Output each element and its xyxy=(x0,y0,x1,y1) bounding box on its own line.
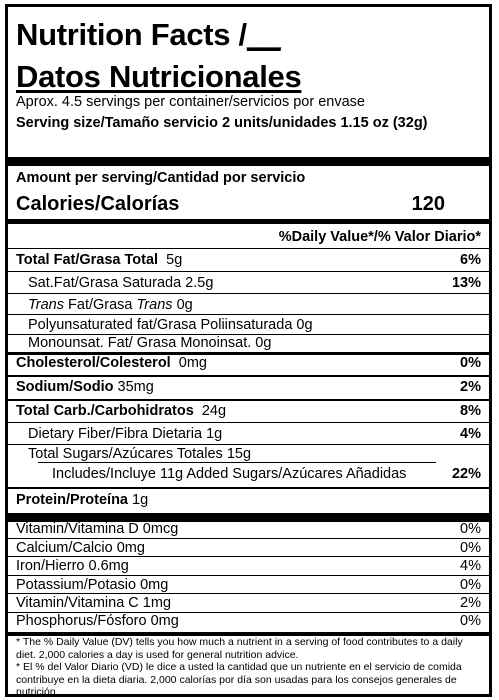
divider xyxy=(8,487,489,489)
divider xyxy=(8,444,489,445)
iron-row: Iron/Hierro 0.6mg 4% xyxy=(16,558,481,574)
vitamin-d-row: Vitamin/Vitamina D 0mcg 0% xyxy=(16,521,481,537)
footnotes: * The % Daily Value (DV) tells you how m… xyxy=(16,636,481,699)
nutrition-facts-label: Nutrition Facts /__ Datos Nutricionales … xyxy=(5,4,492,698)
thick-divider xyxy=(8,157,489,166)
cholesterol-row: Cholesterol/Colesterol 0mg 0% xyxy=(16,355,481,371)
divider xyxy=(8,575,489,576)
footnote-divider xyxy=(8,632,489,636)
divider xyxy=(8,375,489,377)
servings-per-container: Aprox. 4.5 servings per container/servic… xyxy=(16,94,365,110)
vitamin-c-row: Vitamin/Vitamina C 1mg 2% xyxy=(16,595,481,611)
title-blank: __ xyxy=(246,17,281,52)
protein-row: Protein/Proteína 1g xyxy=(16,492,149,508)
calories-value: 120 xyxy=(411,192,445,215)
medium-divider xyxy=(8,219,489,224)
title-line-1: Nutrition Facts /__ xyxy=(16,17,281,52)
divider xyxy=(8,399,489,401)
footnote-spanish: * El % del Valor Diario (VD) le dice a u… xyxy=(16,661,462,698)
calories-row: Calories/Calorías 120 xyxy=(16,190,481,218)
divider xyxy=(8,248,489,249)
total-carb-row: Total Carb./Carbohidratos 24g 8% xyxy=(16,403,481,419)
fiber-row: Dietary Fiber/Fibra Dietaria 1g 4% xyxy=(28,426,481,442)
daily-value-header: %Daily Value*/% Valor Diario* xyxy=(278,229,481,245)
calories-label: Calories/Calorías xyxy=(16,192,180,215)
label-content: Nutrition Facts /__ Datos Nutricionales … xyxy=(8,7,489,698)
divider xyxy=(8,612,489,613)
sat-fat-row: Sat.Fat/Grasa Saturada 2.5g 13% xyxy=(28,275,481,291)
thick-divider-vitamins xyxy=(8,513,489,522)
serving-size: Serving size/Tamaño servicio 2 units/uni… xyxy=(16,115,428,131)
sugars-underline xyxy=(38,462,436,463)
poly-fat-row: Polyunsaturated fat/Grasa Poliinsaturada… xyxy=(28,317,313,333)
divider xyxy=(8,538,489,539)
added-sugars-row: Includes/Incluye 11g Added Sugars/Azúcar… xyxy=(52,466,481,482)
divider xyxy=(8,593,489,594)
potassium-row: Potassium/Potasio 0mg 0% xyxy=(16,577,481,593)
trans-fat-row: Trans Fat/Grasa Trans 0g xyxy=(28,297,193,313)
divider xyxy=(8,271,489,272)
title-line-2: Datos Nutricionales xyxy=(16,59,302,94)
calcium-row: Calcium/Calcio 0mg 0% xyxy=(16,540,481,556)
divider xyxy=(8,334,489,335)
divider xyxy=(8,352,489,355)
sodium-row: Sodium/Sodio 35mg 2% xyxy=(16,379,481,395)
amount-per-serving: Amount per serving/Cantidad por servicio xyxy=(16,170,306,186)
total-fat-row: Total Fat/Grasa Total 5g 6% xyxy=(16,252,481,268)
total-sugars-row: Total Sugars/Azúcares Totales 15g xyxy=(28,446,252,462)
divider xyxy=(8,293,489,294)
divider xyxy=(8,556,489,557)
divider xyxy=(8,314,489,315)
phosphorus-row: Phosphorus/Fósforo 0mg 0% xyxy=(16,613,481,629)
divider xyxy=(8,422,489,423)
mono-fat-row: Monounsat. Fat/ Grasa Monoinsat. 0g xyxy=(28,335,272,351)
footnote-english: * The % Daily Value (DV) tells you how m… xyxy=(16,636,463,661)
